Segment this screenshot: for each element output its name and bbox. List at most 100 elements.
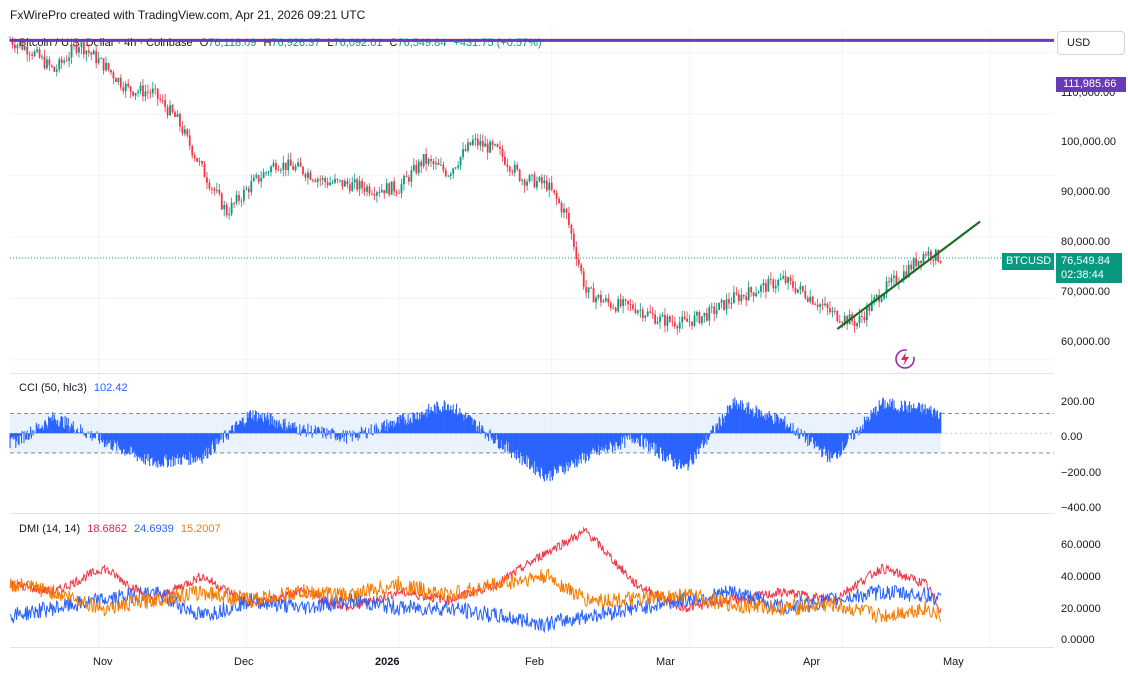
price-candle xyxy=(65,60,68,62)
cci-histogram-bar xyxy=(437,402,439,434)
cci-histogram-bar xyxy=(596,433,598,455)
price-candle xyxy=(223,204,226,210)
cci-histogram-bar xyxy=(406,422,408,434)
cci-histogram-bar xyxy=(263,413,266,434)
cci-histogram-bar xyxy=(833,433,835,455)
cci-histogram-bar xyxy=(179,433,181,458)
cci-histogram-bar xyxy=(858,433,860,436)
cci-histogram-bar xyxy=(614,433,616,451)
cci-histogram-bar xyxy=(907,412,909,434)
cci-histogram-bar xyxy=(63,428,65,434)
price-candle xyxy=(41,56,43,58)
cci-histogram-bar xyxy=(120,433,122,450)
cci-histogram-bar xyxy=(231,425,233,434)
cci-histogram-bar xyxy=(16,433,18,437)
cci-histogram-bar xyxy=(279,426,281,434)
pane-separator[interactable] xyxy=(10,373,1054,374)
dmi-minus-value: 15.2007 xyxy=(180,523,221,535)
cci-histogram-bar xyxy=(633,433,635,442)
cci-histogram-bar xyxy=(414,413,416,434)
cci-histogram-bar xyxy=(416,412,418,434)
cci-histogram-bar xyxy=(194,433,196,458)
dmi-legend[interactable]: DMI (14, 14) 18.6862 24.6939 15.2007 xyxy=(19,523,221,535)
price-candle xyxy=(58,59,61,70)
price-candle xyxy=(590,287,592,289)
cci-histogram-bar xyxy=(164,433,166,459)
cci-legend[interactable]: CCI (50, hlc3) 102.42 xyxy=(19,382,128,394)
cci-histogram-bar xyxy=(750,409,752,434)
price-candle xyxy=(122,87,125,92)
cci-histogram-bar xyxy=(349,430,351,434)
cci-histogram-bar xyxy=(435,413,437,434)
price-candle xyxy=(346,180,349,185)
price-candle xyxy=(252,177,255,182)
cci-histogram-bar xyxy=(119,433,121,451)
cci-histogram-bar xyxy=(491,433,493,441)
cci-histogram-bar xyxy=(122,433,124,450)
cci-histogram-bar xyxy=(448,410,450,434)
price-candle xyxy=(132,91,135,96)
cci-histogram-bar xyxy=(166,433,168,461)
cci-histogram-bar xyxy=(249,410,252,434)
cci-histogram-bar xyxy=(150,433,152,459)
cci-histogram-bar xyxy=(91,433,93,441)
lightning-icon[interactable] xyxy=(894,348,916,370)
dmi-series-line xyxy=(9,567,942,624)
cci-histogram-bar xyxy=(933,407,935,434)
pane-separator[interactable] xyxy=(10,513,1054,514)
cci-histogram-bar xyxy=(436,401,438,434)
cci-histogram-bar xyxy=(832,433,834,455)
cci-histogram-bar xyxy=(53,419,55,434)
cci-histogram-bar xyxy=(382,424,384,434)
cci-histogram-bar xyxy=(170,433,172,467)
cci-histogram-bar xyxy=(256,421,258,434)
cci-histogram-bar xyxy=(181,433,183,465)
cci-histogram-bar xyxy=(295,427,297,434)
cci-histogram-bar xyxy=(652,433,655,443)
cci-histogram-bar xyxy=(898,412,900,434)
cci-histogram-bar xyxy=(524,433,526,464)
cci-histogram-bar xyxy=(584,433,586,454)
price-tick: 60,000.00 xyxy=(1061,336,1110,348)
cci-histogram-bar xyxy=(404,423,406,434)
cci-histogram-bar xyxy=(565,433,568,463)
cci-histogram-bar xyxy=(93,433,95,438)
cci-histogram-bar xyxy=(794,430,796,434)
cci-histogram-bar xyxy=(190,433,192,465)
cci-histogram-bar xyxy=(287,425,289,434)
cci-histogram-bar xyxy=(62,417,64,434)
price-candle xyxy=(789,277,792,281)
cci-histogram-bar xyxy=(570,433,572,466)
cci-histogram-bar xyxy=(352,430,354,434)
cci-histogram-bar xyxy=(362,433,364,435)
cci-histogram-bar xyxy=(939,412,941,434)
dmi-pane xyxy=(9,526,942,634)
cci-histogram-bar xyxy=(468,415,470,434)
currency-button[interactable]: USD xyxy=(1057,31,1125,55)
cci-histogram-bar xyxy=(323,427,325,434)
price-candle xyxy=(718,302,721,311)
cci-histogram-bar xyxy=(460,413,462,434)
cci-histogram-bar xyxy=(917,406,919,434)
cci-histogram-bar xyxy=(320,431,322,434)
cci-histogram-bar xyxy=(178,433,180,459)
cci-histogram-bar xyxy=(135,433,137,454)
price-candle xyxy=(78,47,80,53)
cci-histogram-bar xyxy=(815,433,817,447)
cci-histogram-bar xyxy=(544,433,546,475)
cci-histogram-bar xyxy=(731,408,733,434)
price-candle xyxy=(358,180,361,190)
cci-histogram-bar xyxy=(41,425,43,434)
cci-histogram-bar xyxy=(868,421,870,434)
price-candle xyxy=(580,264,583,272)
price-candle xyxy=(14,44,16,49)
price-candle xyxy=(353,179,356,183)
price-candle xyxy=(218,189,221,194)
cci-histogram-bar xyxy=(936,410,939,434)
cci-histogram-bar xyxy=(23,433,25,444)
cci-histogram-bar xyxy=(100,433,102,441)
price-candle xyxy=(641,309,644,318)
cci-histogram-bar xyxy=(569,433,571,468)
cci-histogram-bar xyxy=(458,414,460,434)
